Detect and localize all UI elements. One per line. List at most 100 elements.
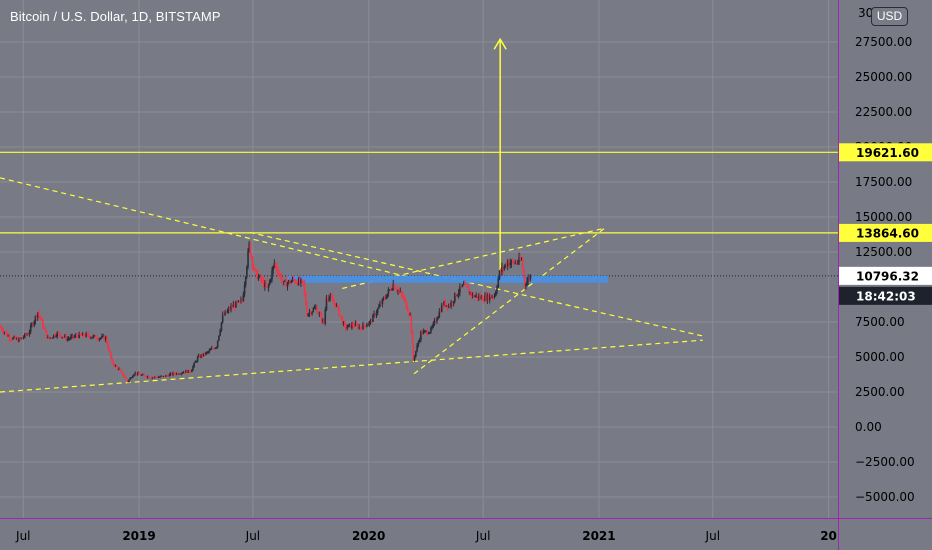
candle-body xyxy=(502,267,504,270)
candle-body xyxy=(480,296,483,299)
candle-body xyxy=(212,348,214,350)
candle-body xyxy=(326,297,329,300)
candle-body xyxy=(102,335,104,337)
candle-body xyxy=(179,373,181,375)
candle-body xyxy=(319,313,322,315)
candle-body xyxy=(165,375,167,377)
candle-body xyxy=(330,296,333,299)
candle-body xyxy=(104,337,107,340)
candle-body xyxy=(13,336,15,338)
candle-body xyxy=(357,324,359,329)
candle-body xyxy=(286,282,289,287)
candle-body xyxy=(18,338,20,342)
candle-body xyxy=(348,323,351,325)
candle-body xyxy=(381,298,384,305)
candle-body xyxy=(192,366,194,370)
candle-body xyxy=(410,314,413,332)
candlesticks xyxy=(0,240,532,383)
candle-body xyxy=(395,289,398,292)
candle-body xyxy=(98,338,101,340)
candle-body xyxy=(223,314,225,316)
chart-title: Bitcoin / U.S. Dollar, 1D, BITSTAMP xyxy=(10,9,221,24)
candle-body xyxy=(388,289,391,291)
candle-body xyxy=(509,263,512,266)
candle-body xyxy=(183,372,186,374)
candle-body xyxy=(107,343,110,350)
candle-body xyxy=(378,306,380,309)
candle-body xyxy=(210,348,213,350)
candle-body xyxy=(264,282,266,287)
candle-body xyxy=(265,282,267,287)
candle-body xyxy=(142,374,144,376)
candle-body xyxy=(93,335,96,337)
candle-body xyxy=(294,279,296,283)
candle-body xyxy=(497,278,500,287)
candle-body xyxy=(505,264,508,267)
candle-body xyxy=(78,333,80,338)
candle-body xyxy=(131,376,134,378)
candle-body xyxy=(457,292,460,295)
support-zone xyxy=(287,275,608,283)
candle-body xyxy=(332,298,334,302)
candle-body xyxy=(313,307,316,309)
candle-body xyxy=(344,322,346,326)
candle-body xyxy=(504,264,507,267)
resistance-mid-tag xyxy=(839,223,932,242)
candle-body xyxy=(408,311,410,315)
candle-body xyxy=(437,316,439,320)
candle-body xyxy=(346,327,348,329)
candle-body xyxy=(411,331,414,344)
time-tick-label: Jul xyxy=(15,529,30,543)
candle-body xyxy=(282,281,285,283)
candle-body xyxy=(66,338,69,340)
candle-body xyxy=(118,368,120,370)
candle-body xyxy=(386,293,389,299)
candle-body xyxy=(226,310,229,313)
candle-body xyxy=(12,337,14,340)
candle-body xyxy=(354,323,357,327)
currency-button[interactable]: USD xyxy=(871,7,908,26)
resistance-high-tag-label: 19621.60 xyxy=(856,146,919,160)
candle-body xyxy=(48,337,50,339)
candle-body xyxy=(449,304,451,307)
price-tick-label: 12500.00 xyxy=(855,245,912,259)
candle-body xyxy=(312,308,315,312)
candle-body xyxy=(529,275,532,280)
candle-body xyxy=(36,312,39,318)
candle-body xyxy=(238,300,241,302)
candle-body xyxy=(138,372,140,375)
candle-body xyxy=(186,370,188,373)
trend-drawings[interactable] xyxy=(0,37,703,393)
candle-body xyxy=(436,319,438,322)
candle-body xyxy=(365,325,368,327)
candle-body xyxy=(508,261,510,266)
candle-body xyxy=(73,336,76,338)
candle-body xyxy=(26,334,28,336)
candle-body xyxy=(492,296,495,298)
candle-body xyxy=(454,293,456,302)
candle-body xyxy=(518,257,520,263)
candle-body xyxy=(267,284,270,289)
candle-body xyxy=(336,305,339,308)
candle-body xyxy=(416,345,418,351)
candle-body xyxy=(461,284,464,288)
candle-body xyxy=(28,331,31,335)
candle-body xyxy=(281,281,284,283)
candle-body xyxy=(444,301,447,307)
candle-body xyxy=(206,352,208,354)
time-tick-label: 2019 xyxy=(122,529,155,543)
candle-body xyxy=(467,287,470,294)
candle-body xyxy=(515,262,518,264)
candle-body xyxy=(0,326,2,328)
candle-body xyxy=(445,305,448,307)
candle-body xyxy=(433,320,436,323)
candle-body xyxy=(172,372,174,375)
trend-line xyxy=(0,339,703,393)
candle-body xyxy=(67,338,70,340)
candle-body xyxy=(31,324,33,326)
price-tick-label: 5000.00 xyxy=(855,350,905,364)
candle-body xyxy=(266,286,269,289)
candle-body xyxy=(81,333,84,336)
price-tick-label: 17500.00 xyxy=(855,175,912,189)
